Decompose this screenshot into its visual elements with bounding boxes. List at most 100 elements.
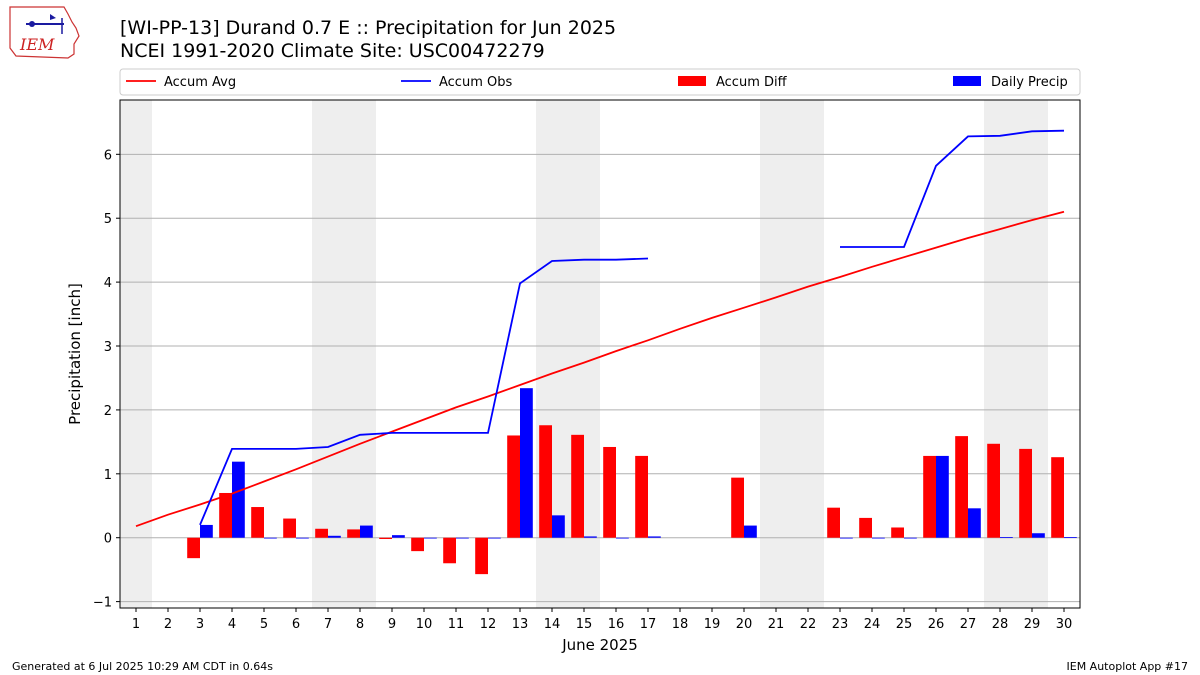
x-tick-label-22: 22 — [800, 617, 817, 632]
diff-bar-14 — [539, 425, 552, 538]
precip-bar-5 — [264, 537, 277, 539]
x-tick-label-25: 25 — [896, 617, 913, 632]
precip-bar-6 — [296, 537, 309, 539]
x-tick-label-26: 26 — [928, 617, 945, 632]
iem-logo: IEM — [9, 6, 80, 59]
x-tick-label-20: 20 — [736, 617, 753, 632]
x-tick-label-18: 18 — [672, 617, 689, 632]
precip-bar-14 — [552, 515, 565, 538]
x-tick-label-11: 11 — [448, 617, 465, 632]
x-tick-label-16: 16 — [608, 617, 625, 632]
diff-bar-20 — [731, 477, 744, 538]
diff-bar-11 — [443, 537, 456, 564]
diff-bar-30 — [1051, 457, 1064, 538]
weekend-band-22 — [792, 100, 824, 608]
diff-bar-27 — [955, 436, 968, 538]
series-lines — [135, 129, 1065, 528]
y-tick-label--1: −1 — [93, 596, 112, 611]
diff-bar-25 — [891, 527, 904, 538]
precip-bar-13 — [520, 388, 533, 538]
x-tick-label-9: 9 — [388, 617, 396, 632]
diff-bar-3 — [187, 537, 200, 559]
diff-bar-26 — [923, 455, 936, 538]
legend-box — [119, 68, 1081, 96]
legend-label-accum-diff: Accum Diff — [716, 75, 788, 90]
x-tick-label-28: 28 — [992, 617, 1009, 632]
x-tick-label-12: 12 — [480, 617, 497, 632]
generated-footer: Generated at 6 Jul 2025 10:29 AM CDT in … — [12, 660, 273, 673]
precip-bar-23 — [840, 537, 853, 539]
diff-bar-7 — [315, 528, 328, 538]
diff-bar-6 — [283, 518, 296, 538]
x-tick-label-6: 6 — [292, 617, 300, 632]
precip-bar-28 — [1000, 537, 1013, 538]
legend-label-accum-avg: Accum Avg — [164, 75, 236, 90]
weekend-band-8 — [344, 100, 376, 608]
accum-obs-line-segment-0 — [199, 257, 649, 526]
x-tick-label-29: 29 — [1024, 617, 1041, 632]
precip-bar-11 — [456, 537, 469, 539]
diff-bar-28 — [987, 443, 1000, 538]
precip-bar-9 — [392, 535, 405, 538]
diff-bar-9 — [379, 537, 392, 539]
precip-bar-20 — [744, 525, 757, 538]
y-axis-label: Precipitation [inch] — [66, 283, 84, 425]
weekend-band-7 — [312, 100, 344, 608]
y-tick-label-0: 0 — [104, 532, 112, 547]
y-tick-label-4: 4 — [104, 276, 112, 291]
diff-bar-13 — [507, 435, 520, 538]
precip-bar-30 — [1064, 537, 1077, 538]
x-axis-label: June 2025 — [561, 636, 638, 654]
x-tick-label-19: 19 — [704, 617, 721, 632]
y-tick-label-1: 1 — [104, 468, 112, 483]
plot-frame — [119, 99, 1081, 609]
weekend-band-21 — [760, 100, 792, 608]
legend-swatch-accum-diff — [678, 76, 706, 86]
chart-subtitle: NCEI 1991-2020 Climate Site: USC00472279 — [120, 40, 545, 62]
x-tick-label-15: 15 — [576, 617, 593, 632]
x-tick-label-30: 30 — [1056, 617, 1073, 632]
x-tick-label-5: 5 — [260, 617, 268, 632]
x-tick-label-17: 17 — [640, 617, 657, 632]
x-tick-label-4: 4 — [228, 617, 236, 632]
diff-bar-4 — [219, 492, 232, 538]
x-tick-label-8: 8 — [356, 617, 364, 632]
accum-obs-line-segment-1 — [840, 129, 1065, 248]
diff-bar-8 — [347, 529, 360, 538]
diff-bar-16 — [603, 446, 616, 538]
grid-lines — [120, 153, 1080, 603]
precip-bar-12 — [488, 537, 501, 539]
y-tick-label-6: 6 — [104, 148, 112, 163]
axis-ticks: 1 2 3 4 5 6 7 8 9 10 11 12 13 14 15 16 17 18 19 20 21 22 23 24 2… — [93, 148, 1072, 632]
svg-text:IEM: IEM — [19, 35, 55, 54]
app-footer: IEM Autoplot App #17 — [1066, 660, 1189, 673]
precip-bar-8 — [360, 525, 373, 538]
precip-bar-24 — [872, 537, 885, 539]
x-tick-label-14: 14 — [544, 617, 561, 632]
precip-bar-16 — [616, 537, 629, 539]
x-tick-label-7: 7 — [324, 617, 332, 632]
diff-bar-10 — [411, 537, 424, 552]
x-tick-label-1: 1 — [132, 617, 140, 632]
precip-bar-25 — [904, 537, 917, 539]
y-tick-label-2: 2 — [104, 404, 112, 419]
diff-bar-29 — [1019, 448, 1032, 538]
diff-bar-17 — [635, 455, 648, 538]
y-tick-label-5: 5 — [104, 212, 112, 227]
diff-bar-5 — [251, 507, 264, 538]
x-tick-label-21: 21 — [768, 617, 785, 632]
precip-bar-29 — [1032, 533, 1045, 538]
precip-bar-10 — [424, 537, 437, 539]
x-tick-label-27: 27 — [960, 617, 977, 632]
precip-bar-26 — [936, 455, 949, 538]
x-tick-label-23: 23 — [832, 617, 849, 632]
diff-bar-24 — [859, 517, 872, 538]
precip-bar-15 — [584, 536, 597, 538]
precip-bar-17 — [648, 536, 661, 538]
accum-avg-line-segment-0 — [135, 210, 1065, 528]
legend: Accum Avg Accum Obs Accum Diff Daily Precip — [119, 68, 1081, 96]
x-tick-label-2: 2 — [164, 617, 172, 632]
legend-label-accum-obs: Accum Obs — [439, 75, 512, 90]
x-tick-label-3: 3 — [196, 617, 204, 632]
